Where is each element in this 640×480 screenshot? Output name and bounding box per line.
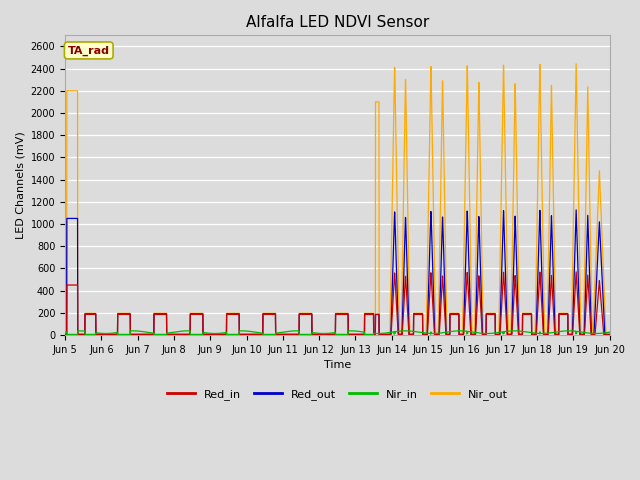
Nir_in	[124, 332, 131, 337]
Nir_in	[270, 332, 278, 337]
Red_in	[572, 269, 580, 275]
Red_out	[595, 227, 603, 232]
Legend: Red_in, Red_out, Nir_in, Nir_out: Red_in, Red_out, Nir_in, Nir_out	[163, 384, 512, 404]
Text: TA_rad: TA_rad	[68, 45, 109, 56]
Red_out	[572, 207, 580, 213]
Red_out	[536, 218, 544, 224]
Red_out	[124, 311, 131, 317]
Nir_in	[61, 329, 69, 335]
Red_in	[595, 282, 603, 288]
Red_out	[61, 332, 69, 337]
Nir_out	[605, 332, 613, 337]
Nir_in	[75, 328, 83, 334]
Line: Nir_out: Nir_out	[65, 64, 609, 335]
Red_in	[536, 275, 544, 281]
Red_in	[294, 332, 301, 337]
Nir_out	[595, 177, 603, 183]
Nir_in	[595, 331, 603, 336]
Red_out	[294, 332, 301, 337]
Nir_in	[156, 332, 164, 337]
Nir_in	[537, 331, 545, 336]
Red_in	[156, 312, 163, 317]
Line: Red_out: Red_out	[65, 210, 609, 335]
X-axis label: Time: Time	[324, 360, 351, 370]
Nir_in	[63, 332, 70, 337]
Line: Nir_in: Nir_in	[65, 331, 609, 335]
Nir_out	[536, 80, 544, 85]
Nir_out	[61, 332, 69, 337]
Red_in	[605, 332, 613, 337]
Nir_out	[124, 311, 131, 316]
Red_out	[156, 311, 163, 317]
Red_in	[61, 332, 69, 337]
Red_out	[605, 332, 613, 337]
Nir_out	[572, 61, 580, 67]
Nir_out	[270, 311, 278, 316]
Title: Alfalfa LED NDVI Sensor: Alfalfa LED NDVI Sensor	[246, 15, 429, 30]
Red_out	[270, 311, 278, 317]
Nir_out	[156, 311, 163, 316]
Red_in	[270, 312, 278, 317]
Y-axis label: LED Channels (mV): LED Channels (mV)	[15, 131, 25, 239]
Nir_in	[605, 329, 613, 335]
Line: Red_in: Red_in	[65, 272, 609, 335]
Red_in	[124, 312, 131, 317]
Nir_in	[294, 328, 301, 334]
Nir_out	[294, 332, 301, 337]
